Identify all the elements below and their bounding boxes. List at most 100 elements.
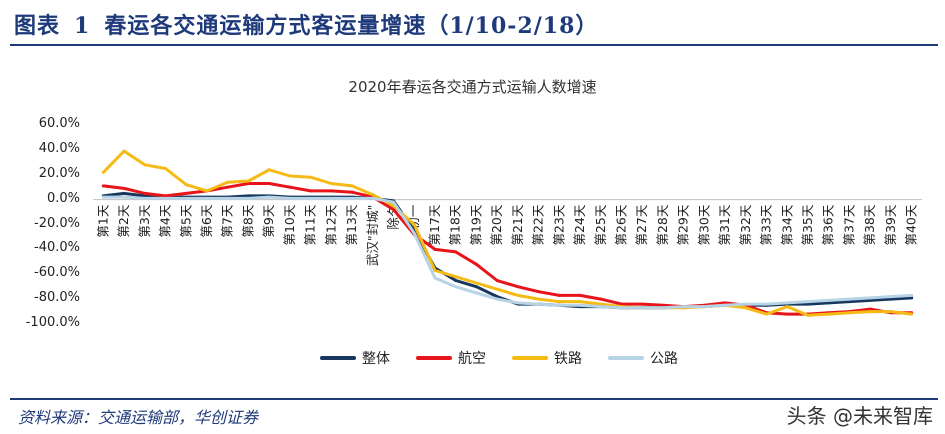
figure-title-text: 春运各交通运输方式客运量增速（1/10-2/18）	[104, 13, 599, 39]
data-point	[350, 190, 354, 194]
data-point	[184, 183, 188, 187]
x-tick-label: 第3天	[137, 204, 152, 237]
x-tick-label: 第21天	[510, 204, 525, 245]
x-tick-label: 第35天	[800, 204, 815, 245]
legend-item: 整体	[320, 348, 390, 368]
data-point	[101, 170, 105, 174]
figure-title-number: 1	[74, 13, 91, 39]
legend-swatch	[416, 356, 452, 360]
x-tick-label: 第5天	[178, 204, 193, 237]
series-line-4	[101, 195, 914, 310]
x-tick-label: 第37天	[841, 204, 856, 245]
data-point	[412, 223, 416, 226]
data-point	[454, 275, 458, 279]
data-point	[474, 291, 478, 295]
x-tick-label: 第24天	[572, 204, 587, 245]
x-tick-label: 第22天	[531, 204, 546, 245]
x-tick-label: 第36天	[821, 204, 836, 245]
x-tick-label: 第38天	[862, 204, 877, 245]
x-tick-label: 第7天	[220, 204, 235, 237]
data-point	[640, 302, 644, 306]
y-tick-label: -40.0%	[34, 240, 80, 256]
data-point	[516, 301, 520, 305]
data-point	[910, 293, 914, 297]
report-header: 图表 1 春运各交通运输方式客运量增速（1/10-2/18）	[0, 0, 945, 44]
legend-swatch	[512, 356, 548, 360]
data-point	[143, 194, 147, 198]
x-tick-label: 第12天	[323, 204, 338, 245]
data-point	[806, 300, 810, 304]
data-point	[599, 297, 603, 301]
chart-title: 2020年春运各交通方式运输人数增速	[348, 78, 597, 96]
data-point	[578, 300, 582, 304]
legend-swatch	[608, 356, 644, 360]
data-point	[164, 196, 168, 200]
data-point	[723, 301, 727, 305]
data-point	[122, 186, 126, 190]
data-point	[847, 311, 851, 315]
x-tick-label: 第8天	[240, 204, 255, 237]
data-point	[910, 312, 914, 316]
data-point	[682, 305, 686, 309]
data-point	[288, 196, 292, 200]
x-tick-label: 第34天	[779, 204, 794, 245]
data-point	[474, 281, 478, 285]
data-point	[599, 305, 603, 309]
legend-label: 公路	[650, 351, 678, 367]
data-point	[412, 231, 416, 235]
data-point	[246, 194, 250, 198]
data-point	[288, 174, 292, 178]
series-line-3	[101, 149, 914, 317]
data-point	[889, 295, 893, 299]
y-tick-label: 20.0%	[38, 165, 80, 181]
data-point	[246, 196, 250, 200]
data-point	[288, 185, 292, 189]
data-point	[516, 293, 520, 297]
x-tick-label: 第9天	[261, 204, 276, 237]
x-tick-label: 第17天	[427, 204, 442, 245]
data-point	[164, 167, 168, 171]
data-point	[474, 285, 478, 289]
y-tick-label: 40.0%	[38, 140, 80, 156]
data-point	[226, 185, 230, 189]
data-point	[827, 312, 831, 316]
footer-rule	[10, 398, 938, 400]
data-point	[537, 302, 541, 306]
data-point	[122, 191, 126, 195]
x-tick-label: 第11天	[303, 204, 318, 245]
x-tick-label: 第33天	[759, 204, 774, 245]
data-point	[889, 297, 893, 301]
data-point	[329, 181, 333, 185]
data-point	[164, 194, 168, 198]
source-note: 资料来源：交通运输部，华创证券	[18, 408, 259, 427]
x-tick-label: 第2天	[116, 204, 131, 237]
data-point	[495, 278, 499, 282]
data-point	[827, 298, 831, 302]
data-point	[143, 191, 147, 195]
data-point	[309, 175, 313, 179]
figure-title: 图表 1 春运各交通运输方式客运量增速（1/10-2/18）	[14, 8, 598, 40]
data-point	[537, 297, 541, 301]
data-point	[806, 302, 810, 306]
y-tick-label: -20.0%	[34, 215, 80, 231]
y-tick-label: 60.0%	[38, 116, 80, 131]
data-point	[205, 189, 209, 193]
data-point	[557, 303, 561, 307]
data-point	[619, 306, 623, 310]
data-point	[847, 297, 851, 301]
data-point	[619, 302, 623, 306]
data-point	[640, 306, 644, 310]
data-point	[122, 195, 126, 199]
data-point	[371, 196, 375, 200]
data-point	[101, 195, 105, 199]
data-point	[392, 208, 396, 212]
data-point	[661, 306, 665, 310]
x-tick-label: 第10天	[282, 204, 297, 245]
data-point	[267, 195, 271, 199]
legend-item: 航空	[416, 348, 486, 368]
data-point	[474, 262, 478, 266]
data-point	[143, 163, 147, 167]
data-point	[785, 301, 789, 305]
data-point	[246, 181, 250, 185]
